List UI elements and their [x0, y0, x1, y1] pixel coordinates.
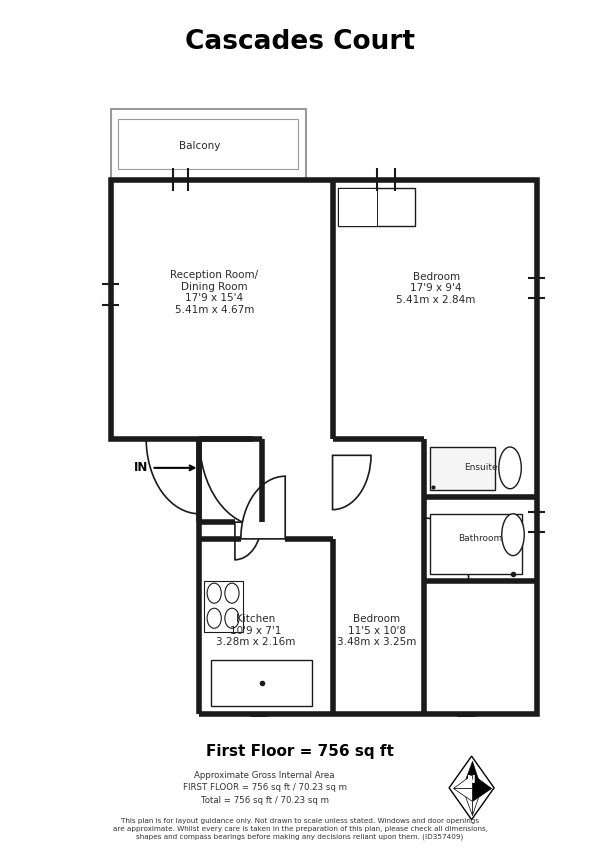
Bar: [338, 188, 377, 226]
Text: Kitchen
10'9 x 7'1
3.28m x 2.16m: Kitchen 10'9 x 7'1 3.28m x 2.16m: [216, 614, 295, 647]
Wedge shape: [332, 455, 371, 510]
Wedge shape: [146, 438, 199, 514]
Polygon shape: [472, 788, 491, 801]
Wedge shape: [199, 438, 262, 527]
Wedge shape: [241, 477, 285, 538]
Bar: [204, 581, 242, 633]
Text: Ensuite: Ensuite: [464, 463, 497, 472]
Polygon shape: [472, 762, 481, 788]
Text: Bedroom
11'5 x 10'8
3.48m x 3.25m: Bedroom 11'5 x 10'8 3.48m x 3.25m: [337, 614, 416, 647]
Bar: [338, 188, 415, 226]
Polygon shape: [462, 788, 472, 815]
Bar: [430, 447, 495, 490]
Text: Approximate Gross Internal Area
FIRST FLOOR = 756 sq ft / 70.23 sq m
Total = 756: Approximate Gross Internal Area FIRST FL…: [182, 771, 347, 805]
Polygon shape: [452, 774, 472, 788]
Wedge shape: [424, 518, 469, 581]
Text: Cascades Court: Cascades Court: [185, 29, 415, 55]
Bar: [211, 660, 312, 706]
Bar: [430, 514, 522, 574]
Text: N: N: [467, 774, 476, 784]
Ellipse shape: [499, 447, 521, 488]
Polygon shape: [452, 788, 472, 801]
Text: First Floor = 756 sq ft: First Floor = 756 sq ft: [206, 745, 394, 760]
Text: Bedroom
17'9 x 9'4
5.41m x 2.84m: Bedroom 17'9 x 9'4 5.41m x 2.84m: [397, 271, 476, 304]
Text: Reception Room/
Dining Room
17'9 x 15'4
5.41m x 4.67m: Reception Room/ Dining Room 17'9 x 15'4 …: [170, 270, 258, 315]
Text: This plan is for layout guidance only. Not drawn to scale unless stated. Windows: This plan is for layout guidance only. N…: [113, 817, 488, 840]
Wedge shape: [235, 522, 262, 560]
Ellipse shape: [502, 514, 524, 555]
Polygon shape: [472, 774, 491, 788]
Polygon shape: [462, 762, 472, 788]
Text: Bathroom: Bathroom: [458, 534, 503, 544]
Text: IN: IN: [134, 461, 194, 474]
Polygon shape: [472, 788, 481, 815]
Text: Balcony: Balcony: [179, 142, 220, 151]
